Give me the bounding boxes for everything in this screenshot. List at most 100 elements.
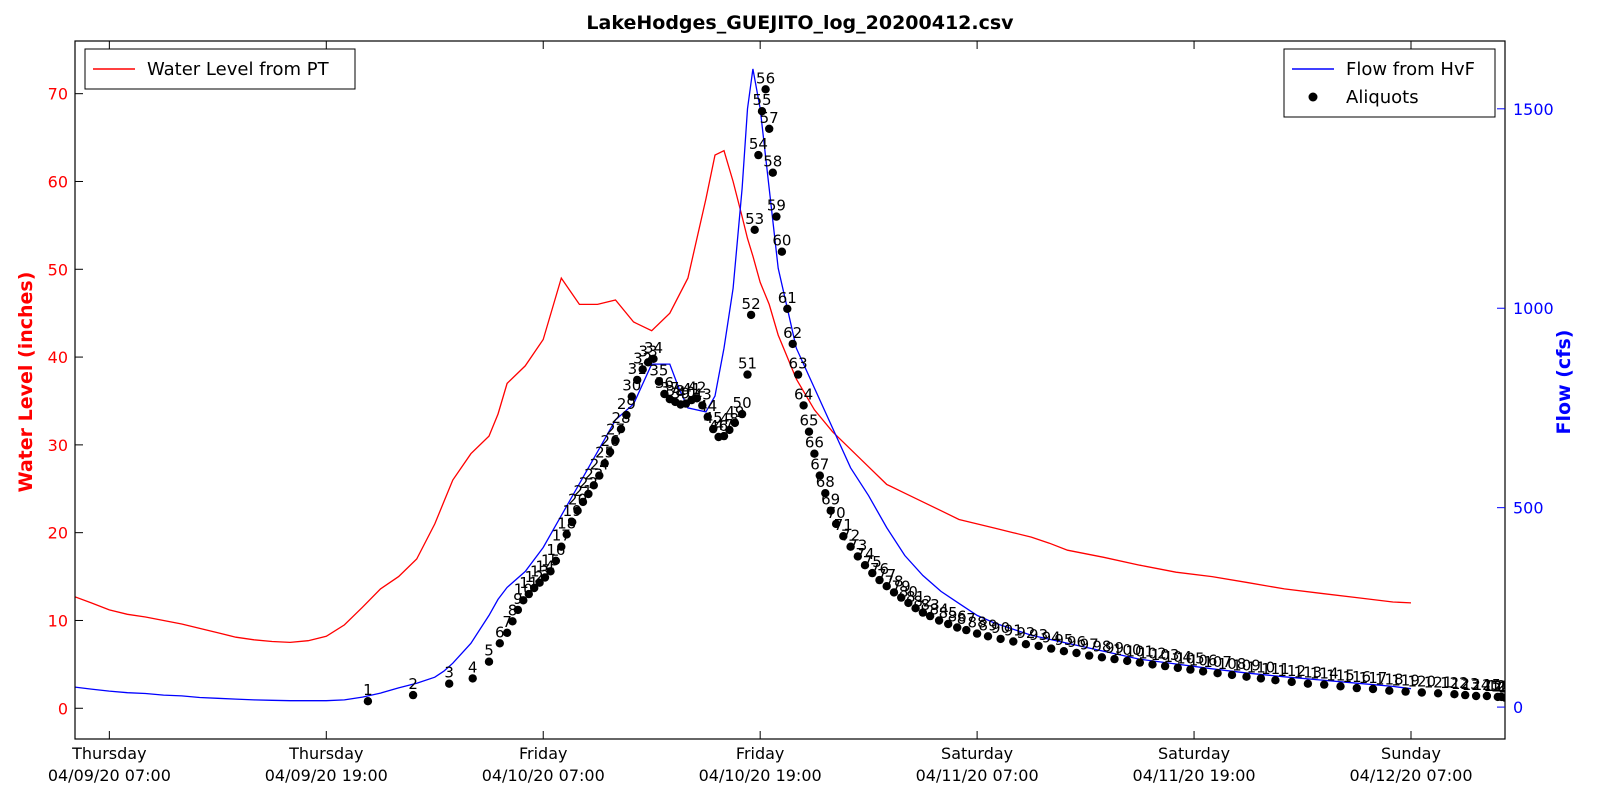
legend-left: Water Level from PT [84,48,356,90]
aliquot-label: 69 [821,491,840,509]
aliquot-label: 9 [513,590,523,608]
left-axis-tick-label: 50 [48,260,68,279]
x-axis-tick-date: 04/11/20 19:00 [1133,766,1256,785]
aliquot-point [810,449,819,458]
right-axis-title: Flow (cfs) [1553,330,1575,435]
aliquot-label: 81 [906,588,925,606]
aliquot-point [1135,658,1145,667]
aliquot-label: 123 [1451,675,1480,693]
aliquot-point [495,639,504,648]
aliquot-label: 82 [913,593,932,611]
aliquot-label: 80 [899,583,918,601]
aliquot-point [649,354,658,363]
aliquot-label: 106 [1189,651,1218,669]
aliquot-label: 34 [644,339,663,357]
legend-label: Flow from HvF [1346,59,1475,80]
aliquot-label: 124 [1462,676,1491,694]
aliquot-point [1433,689,1443,698]
aliquot-label: 88 [968,614,987,632]
aliquot-point [1461,690,1470,700]
aliquot-label: 99 [1105,639,1124,657]
aliquot-point [1368,684,1378,694]
aliquot-point [925,611,935,621]
aliquot-point [408,690,418,700]
aliquot-point [513,605,523,615]
aliquot-point [897,593,906,602]
aliquot-point [1352,683,1362,693]
aliquot-label: 53 [745,210,764,228]
aliquot-point [804,427,814,436]
aliquot-label: 73 [848,536,867,554]
aliquot-point [519,596,528,605]
left-axis-tick-label: 10 [48,611,68,630]
aliquot-label: 83 [921,596,940,614]
aliquot-point [703,412,712,421]
aliquot-point [1085,651,1094,660]
aliquot-point [605,447,615,457]
aliquot-point [698,401,707,410]
left-axis-title: Water Level (inches) [15,272,37,493]
aliquot-label: 97 [1080,636,1099,654]
aliquot-label: 115 [1326,666,1355,684]
aliquot-point [777,247,787,256]
aliquot-label: 89 [978,616,997,634]
aliquot-point [540,573,550,582]
aliquot-point [853,552,862,561]
aliquot-label: 46 [709,417,728,435]
legend-dot-marker [1308,92,1318,102]
aliquot-label: 130 [1498,679,1527,697]
aliquot-label: 128 [1491,678,1520,696]
aliquot-label: 86 [948,608,967,626]
x-axis-tick-day: Friday [519,744,568,763]
aliquot-point [750,225,759,234]
left-axis-tick-label: 40 [48,348,68,367]
aliquot-label: 8 [508,601,518,619]
aliquot-point [1198,667,1208,676]
aliquots-group: 1 23 4567891011121314151617181920212223242… [363,69,1527,706]
aliquot-point [654,377,664,386]
aliquot-point [1021,640,1031,649]
aliquot-point [1173,663,1183,673]
aliquot-label: 91 [1004,622,1023,640]
aliquot-label: 71 [834,516,853,534]
aliquot-point [1047,644,1056,653]
aliquot-label: 108 [1218,655,1247,673]
aliquot-label: 102 [1138,644,1167,662]
aliquot-point [589,481,598,490]
aliquot-label: 119 [1391,672,1420,690]
aliquot-point [1271,676,1280,685]
aliquot-label: 55 [752,91,771,109]
aliquot-label: 87 [957,610,976,628]
aliquot-point [551,556,561,565]
aliquot-point [530,583,539,593]
aliquot-label: 38 [666,382,685,400]
aliquot-point [535,578,544,587]
aliquot-label: 84 [930,601,949,619]
aliquot-point [660,389,669,399]
aliquot-point [1417,688,1427,697]
aliquot-point [846,542,855,551]
aliquot-label: 68 [816,473,835,491]
aliquot-label: 39 [671,385,690,403]
aliquot-point [1034,641,1043,651]
aliquot-point [502,628,512,637]
x-axis-tick-date: 04/09/20 07:00 [48,766,171,785]
aliquot-point [799,401,808,410]
aliquot-label: 127 [1487,677,1516,695]
aliquot-label: 1 [363,681,373,699]
aliquot-point [768,168,777,177]
aliquot-point [468,674,477,683]
aliquot-label: 45 [704,409,723,427]
aliquot-label: 44 [698,397,717,415]
aliquot-label: 66 [805,434,824,452]
aliquot-point [904,598,913,608]
aliquot-point [524,589,533,599]
aliquot-point [793,370,803,379]
aliquot-label: 6 [495,623,505,641]
x-axis-tick-date: 04/12/20 07:00 [1349,766,1472,785]
aliquot-point [1009,637,1018,646]
aliquot-point [815,471,824,480]
aliquot-point [765,124,774,133]
series-line-flow [75,68,1412,702]
aliquot-label: 94 [1042,629,1061,647]
